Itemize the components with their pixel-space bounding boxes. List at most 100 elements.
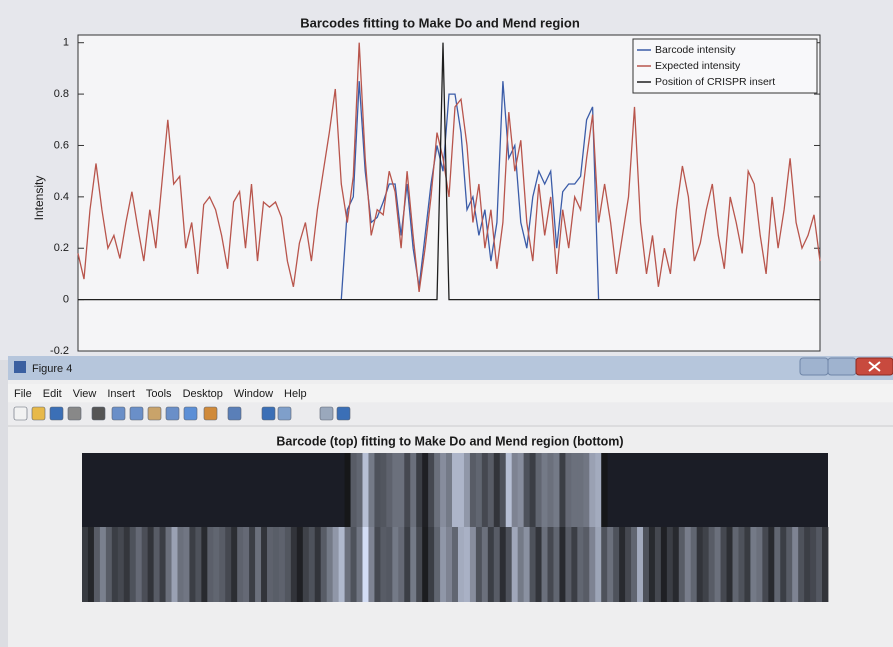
barcode-stripe — [535, 453, 542, 528]
title-bar — [8, 356, 893, 380]
barcode-stripe — [601, 527, 608, 602]
barcode-stripe — [267, 527, 274, 602]
toolbar-button[interactable] — [129, 406, 144, 421]
barcode-stripe — [702, 527, 710, 602]
barcode-stripe — [362, 527, 369, 602]
barcode-stripe — [595, 527, 602, 602]
barcode-stripe — [565, 527, 572, 602]
barcode-stripe — [493, 453, 501, 528]
barcode-stripe — [463, 453, 471, 528]
barcode-stripe — [523, 527, 530, 602]
barcode-stripe — [469, 453, 477, 528]
maximize-button[interactable] — [827, 357, 857, 376]
barcode-stripe — [356, 453, 363, 528]
barcode-stripe — [511, 527, 519, 602]
toolbar-button[interactable] — [31, 406, 46, 421]
barcode-stripe — [810, 527, 817, 602]
barcode-stripe — [822, 527, 829, 602]
barcode-stripe — [183, 527, 190, 602]
barcode-stripe — [499, 527, 507, 602]
toolbar-button[interactable] — [319, 406, 334, 421]
barcode-stripe — [446, 527, 453, 602]
barcode-stripe — [237, 527, 244, 602]
menu-item[interactable]: Help — [284, 388, 307, 400]
barcode-stripe — [511, 453, 519, 528]
barcode-stripe — [99, 527, 107, 602]
barcode-stripe — [320, 527, 328, 602]
barcode-stripe — [660, 527, 668, 602]
barcode-stripe — [440, 453, 447, 528]
barcode-stripe — [738, 527, 745, 602]
barcode-stripe — [523, 453, 530, 528]
toolbar-button[interactable] — [91, 406, 106, 421]
toolbar-button[interactable] — [147, 406, 162, 421]
barcode-stripe — [452, 453, 459, 528]
y-tick-label: -0.2 — [50, 345, 69, 357]
barcode-stripe — [440, 527, 447, 602]
menu-item[interactable]: Insert — [107, 388, 135, 400]
barcode-stripe — [141, 527, 149, 602]
toolbar-button[interactable] — [49, 406, 64, 421]
toolbar-button[interactable] — [336, 406, 351, 421]
barcode-stripe — [547, 453, 554, 528]
barcode-stripe — [374, 453, 381, 528]
minimize-button[interactable] — [799, 357, 829, 376]
y-tick-label: 0.4 — [54, 191, 69, 203]
barcode-stripe — [571, 453, 578, 528]
barcode-stripe — [798, 527, 805, 602]
barcode-stripe — [177, 527, 184, 602]
menu-item[interactable]: Tools — [146, 388, 172, 400]
barcode-stripe — [219, 527, 226, 602]
barcode-stripe — [720, 527, 727, 602]
barcode-stripe — [404, 527, 411, 602]
barcode-stripe — [559, 527, 566, 602]
barcode-stripe — [642, 527, 650, 602]
y-tick-label: 0.6 — [54, 139, 69, 151]
toolbar-button[interactable] — [165, 406, 180, 421]
series-line — [340, 81, 600, 300]
barcode-stripe — [487, 527, 495, 602]
barcode-stripe — [589, 527, 596, 602]
menu-item[interactable]: File — [14, 388, 32, 400]
toolbar-button[interactable] — [227, 406, 242, 421]
barcode-stripe — [410, 453, 417, 528]
barcode-stripe — [189, 527, 196, 602]
barcode-stripe — [619, 527, 626, 602]
barcode-stripe — [457, 453, 465, 528]
barcode-stripe — [654, 527, 662, 602]
menu-item[interactable]: Window — [234, 388, 273, 400]
barcode-stripe — [82, 527, 89, 602]
barcode-stripe — [278, 527, 286, 602]
barcode-stripe — [672, 527, 680, 602]
barcode-stripe — [147, 527, 155, 602]
barcode-stripe — [165, 527, 172, 602]
toolbar-button[interactable] — [261, 406, 276, 421]
barcode-stripe — [565, 453, 572, 528]
y-tick-label: 0.8 — [54, 88, 69, 100]
barcode-stripe — [213, 527, 220, 602]
toolbar-button[interactable] — [67, 406, 82, 421]
toolbar-button[interactable] — [13, 406, 28, 421]
barcode-stripe — [553, 453, 560, 528]
barcode-stripe — [386, 453, 393, 528]
barcode-stripe — [505, 453, 513, 528]
menu-item[interactable]: Edit — [43, 388, 62, 400]
barcode-stripe — [583, 453, 590, 528]
y-tick-label: 0 — [63, 294, 69, 306]
toolbar-button[interactable] — [277, 406, 292, 421]
barcode-stripe — [308, 527, 316, 602]
menu-item[interactable]: View — [73, 388, 97, 400]
barcode-stripe — [410, 527, 417, 602]
menu-item[interactable]: Desktop — [183, 388, 223, 400]
toolbar-button[interactable] — [111, 406, 126, 421]
close-icon — [868, 361, 881, 372]
barcode-stripe — [243, 527, 250, 602]
barcode-stripe — [607, 527, 614, 602]
menu-bar — [8, 384, 893, 402]
barcode-stripe — [117, 527, 125, 602]
toolbar-button[interactable] — [183, 406, 198, 421]
barcode-stripe — [553, 527, 560, 602]
toolbar-button[interactable] — [203, 406, 218, 421]
